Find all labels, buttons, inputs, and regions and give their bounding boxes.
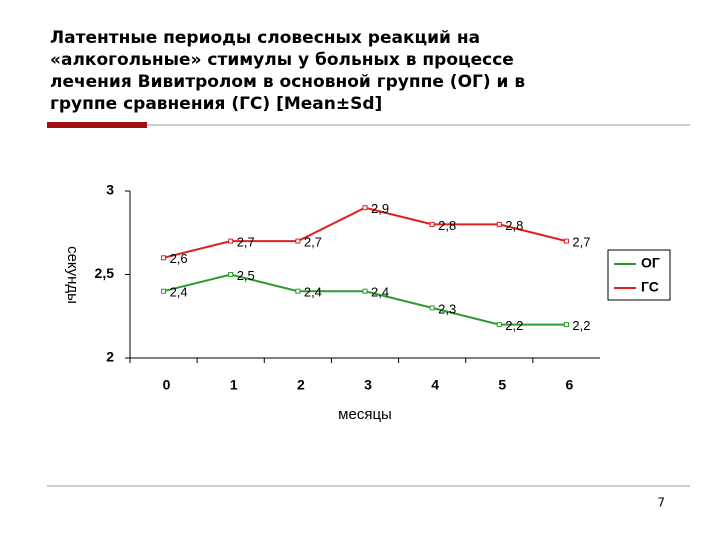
legend-label: ГС	[641, 279, 659, 295]
y-tick-label: 3	[106, 182, 114, 198]
x-tick-label: 3	[364, 377, 372, 393]
data-label: 2,4	[170, 285, 188, 300]
x-tick-label: 2	[297, 377, 305, 393]
data-label: 2,6	[170, 251, 188, 266]
point	[295, 238, 301, 244]
data-label: 2,4	[304, 285, 322, 300]
point	[295, 288, 301, 294]
point	[496, 221, 502, 227]
x-tick-label: 1	[230, 377, 238, 393]
data-label: 2,4	[371, 285, 389, 300]
point	[496, 322, 502, 328]
data-label: 2,2	[572, 318, 590, 333]
data-label: 2,9	[371, 201, 389, 216]
data-label: 2,5	[237, 268, 255, 283]
point	[228, 272, 234, 277]
point	[429, 305, 435, 311]
point	[228, 238, 234, 244]
legend-label: ОГ	[641, 255, 660, 271]
x-axis-label: месяцы	[338, 406, 392, 423]
page-number: 7	[657, 496, 665, 510]
point	[161, 255, 167, 261]
y-axis-label: секунды	[64, 246, 81, 304]
data-label: 2,7	[237, 235, 255, 250]
x-tick-label: 6	[566, 377, 574, 393]
x-tick-label: 4	[431, 377, 439, 393]
data-label: 2,2	[505, 318, 523, 333]
y-tick-label: 2	[106, 349, 114, 365]
data-label: 2,3	[438, 301, 456, 316]
title-accent	[47, 122, 147, 128]
point	[362, 288, 368, 294]
point	[429, 221, 435, 227]
chart-title: Латентные периоды словесных реакций на	[50, 28, 480, 48]
data-label: 2,8	[505, 218, 523, 233]
chart-title: лечения Вивитролом в основной группе (ОГ…	[50, 72, 525, 92]
chart-title: «алкогольные» стимулы у больных в процес…	[50, 50, 514, 70]
point	[563, 238, 569, 244]
data-label: 2,7	[304, 235, 322, 250]
legend-box	[607, 249, 671, 301]
x-tick-label: 0	[163, 377, 171, 393]
point	[161, 288, 167, 294]
data-label: 2,8	[438, 218, 456, 233]
x-tick-label: 5	[498, 377, 506, 393]
data-label: 2,7	[572, 235, 590, 250]
chart-title: группе сравнения (ГС) [Mean±Sd]	[50, 94, 382, 114]
point	[563, 322, 569, 328]
point	[362, 205, 368, 211]
y-tick-label: 2,5	[95, 265, 115, 281]
